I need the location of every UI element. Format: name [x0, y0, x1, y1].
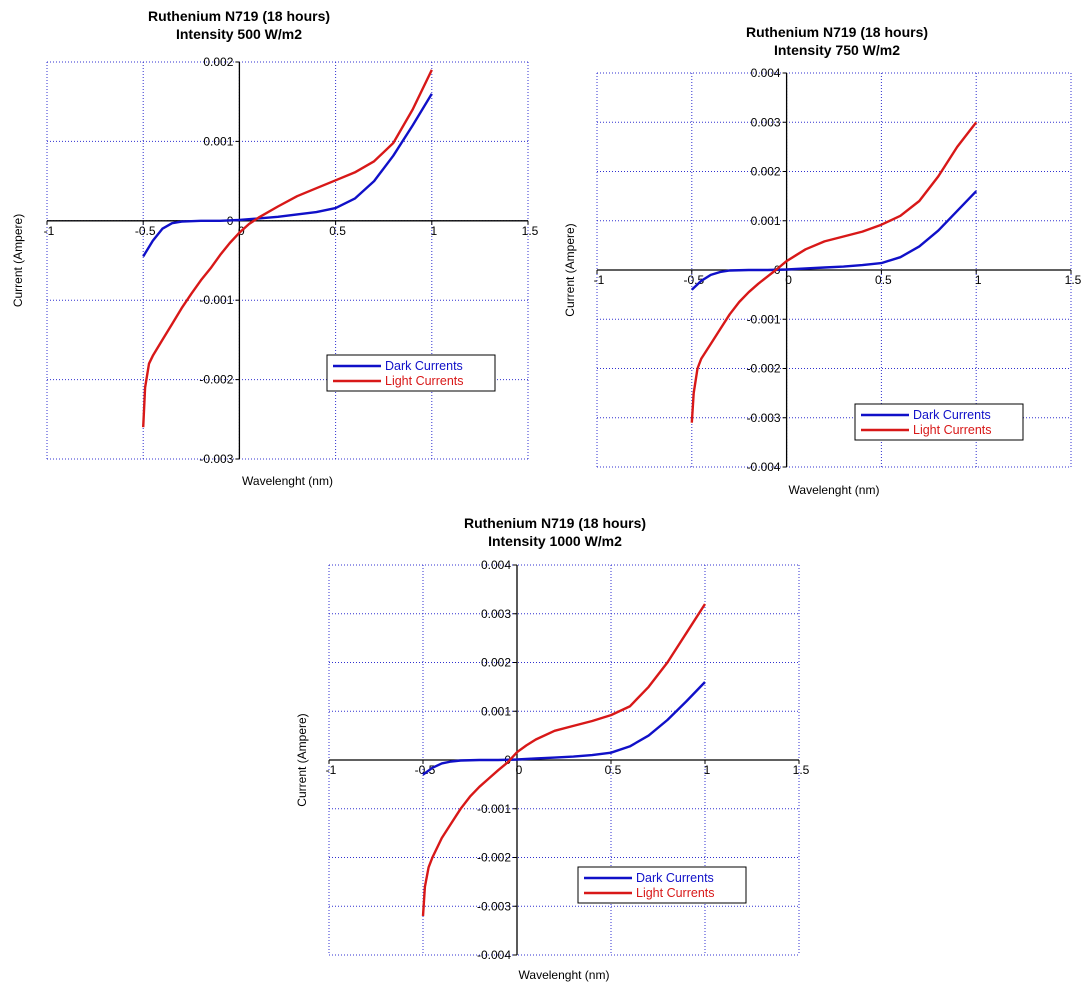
chart-title-line: Ruthenium N719 (18 hours) — [148, 8, 330, 24]
x-tick-label: 0.5 — [605, 763, 622, 777]
legend-label: Light Currents — [636, 886, 715, 900]
y-tick-label: 0.001 — [203, 134, 233, 148]
y-tick-label: -0.004 — [477, 948, 511, 962]
y-tick-label: 0.002 — [481, 656, 511, 670]
series-line-dark-currents — [142, 93, 433, 258]
y-tick-label: 0.003 — [481, 607, 511, 621]
series-line-dark-currents — [690, 190, 978, 291]
series-line-light-currents — [142, 69, 433, 428]
y-tick-label: -0.002 — [477, 851, 511, 865]
x-tick-label: -0.5 — [135, 224, 156, 238]
x-tick-label: 0 — [785, 273, 792, 287]
chart-title-line: Intensity 500 W/m2 — [176, 26, 302, 42]
y-tick-label: -0.001 — [199, 293, 233, 307]
y-tick-label: -0.002 — [747, 362, 781, 376]
chart-title-line: Ruthenium N719 (18 hours) — [464, 515, 646, 531]
x-tick-label: 1.5 — [522, 224, 539, 238]
y-tick-label: 0.003 — [751, 115, 781, 129]
x-tick-label: 0.5 — [329, 224, 346, 238]
legend-label: Dark Currents — [913, 408, 991, 422]
y-tick-label: -0.001 — [477, 802, 511, 816]
y-axis-label: Current (Ampere) — [295, 713, 309, 806]
y-tick-label: -0.003 — [199, 452, 233, 466]
y-axis-label: Current (Ampere) — [563, 223, 577, 316]
legend-box — [577, 866, 747, 904]
series-line-light-currents — [421, 603, 707, 917]
chart-2: Ruthenium N719 (18 hours) Intensity 750 W… — [563, 24, 1082, 497]
y-tick-label: 0.004 — [481, 558, 511, 572]
x-axis-label: Wavelenght (nm) — [789, 483, 880, 497]
y-tick-label: -0.003 — [747, 411, 781, 425]
y-axis-label: Current (Ampere) — [11, 214, 25, 307]
x-tick-label: 1 — [430, 224, 437, 238]
legend-box — [326, 354, 496, 392]
y-tick-label: -0.003 — [477, 899, 511, 913]
legend-box — [854, 403, 1024, 441]
x-tick-label: 1 — [975, 273, 982, 287]
legend-label: Dark Currents — [385, 359, 463, 373]
chart-3: Ruthenium N719 (18 hours) Intensity 1000 … — [295, 515, 810, 982]
series-line-light-currents — [690, 121, 978, 423]
x-axis-label: Wavelenght (nm) — [519, 968, 610, 982]
chart-title-line: Ruthenium N719 (18 hours) — [746, 24, 928, 40]
y-tick-label: 0.002 — [203, 55, 233, 69]
y-tick-label: -0.001 — [747, 312, 781, 326]
series-line-dark-currents — [422, 681, 706, 776]
y-tick-label: -0.004 — [747, 460, 781, 474]
y-tick-label: 0.001 — [751, 214, 781, 228]
chart-title-line: Intensity 750 W/m2 — [774, 42, 900, 58]
x-tick-label: 1.5 — [1065, 273, 1082, 287]
y-tick-label: 0.004 — [751, 66, 781, 80]
x-tick-label: -1 — [326, 763, 337, 777]
chart-title-line: Intensity 1000 W/m2 — [488, 533, 622, 549]
x-axis-label: Wavelenght (nm) — [242, 474, 333, 488]
x-tick-label: -1 — [44, 224, 55, 238]
x-tick-label: 1.5 — [793, 763, 810, 777]
y-tick-label: 0.002 — [751, 165, 781, 179]
x-tick-label: -0.5 — [415, 763, 436, 777]
y-tick-label: 0.001 — [481, 704, 511, 718]
y-tick-label: -0.002 — [199, 373, 233, 387]
x-tick-label: -1 — [594, 273, 605, 287]
legend-label: Light Currents — [385, 374, 464, 388]
chart-1: Ruthenium N719 (18 hours) Intensity 500 W… — [11, 8, 539, 488]
x-tick-label: 0.5 — [875, 273, 892, 287]
x-tick-label: 1 — [704, 763, 711, 777]
legend-label: Dark Currents — [636, 871, 714, 885]
x-tick-label: 0 — [516, 763, 523, 777]
legend-label: Light Currents — [913, 423, 992, 437]
